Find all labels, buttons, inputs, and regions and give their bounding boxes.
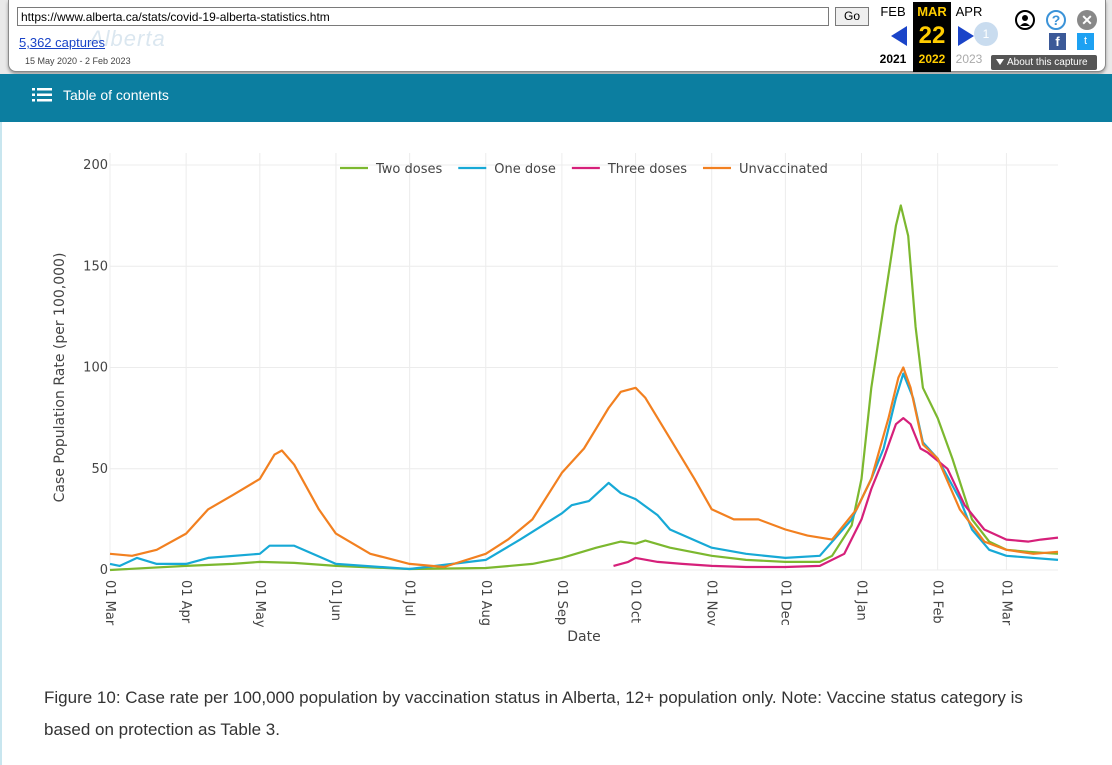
series-lines — [109, 204, 1059, 572]
x-tick-label: 01 Jan — [854, 580, 869, 621]
table-of-contents-bar: Table of contents — [0, 74, 1112, 122]
wayback-year-prev[interactable]: 2021 — [879, 52, 907, 66]
series-line-unvaccinated — [109, 366, 1059, 569]
legend-label: Two doses — [375, 162, 442, 177]
y-tick-label: 50 — [91, 462, 108, 477]
y-tick-label: 100 — [83, 361, 108, 376]
close-icon[interactable]: ✕ — [1077, 10, 1097, 30]
y-tick-label: 200 — [83, 158, 108, 173]
wayback-year-next[interactable]: 2023 — [955, 52, 983, 66]
legend-label: One dose — [494, 162, 556, 177]
x-tick-label: 01 Sep — [554, 580, 569, 625]
chart-legend: Two doses One dose Three doses Unvaccinated — [340, 162, 828, 177]
x-axis-title: Date — [567, 629, 600, 645]
legend-label: Three doses — [607, 162, 687, 177]
wayback-month-next[interactable]: APR — [955, 4, 983, 19]
x-tick-label: 01 Mar — [998, 580, 1013, 626]
x-tick-label: 01 Apr — [178, 580, 193, 624]
wayback-next-arrow-icon[interactable] — [958, 26, 974, 46]
figure-caption: Figure 10: Case rate per 100,000 populat… — [44, 688, 1023, 739]
x-tick-label: 01 Oct — [628, 580, 643, 623]
wayback-prev-arrow-icon[interactable] — [891, 26, 907, 46]
series-line-one-dose — [109, 372, 1059, 571]
wayback-sparkline-badge: 1 — [974, 22, 998, 46]
x-tick-label: 01 Nov — [704, 580, 719, 626]
grid-lines — [109, 153, 1058, 571]
user-icon[interactable] — [1015, 10, 1035, 30]
x-tick-labels: 01 Mar 01 Apr 01 May 01 Jun 01 Jul 01 Aug 01 S… — [102, 580, 1013, 628]
wayback-url-input[interactable] — [17, 7, 829, 26]
series-line-two-doses — [109, 204, 1059, 572]
y-tick-label: 150 — [83, 259, 108, 274]
about-capture-button[interactable]: About this capture — [991, 55, 1097, 70]
wayback-go-button[interactable]: Go — [835, 7, 869, 26]
wayback-watermark-logo: Alberta — [89, 26, 166, 51]
caret-down-icon — [996, 59, 1004, 65]
x-tick-label: 01 Feb — [930, 580, 945, 624]
x-tick-label: 01 Jun — [328, 580, 343, 621]
list-icon[interactable] — [32, 88, 52, 102]
x-tick-label: 01 Dec — [777, 580, 792, 626]
case-rate-chart: 0 50 100 150 200 01 Mar 01 Apr 01 May 01 Jun 01 … — [40, 140, 1080, 660]
y-tick-label: 0 — [100, 563, 108, 578]
wayback-year-current: 2022 — [918, 52, 946, 66]
y-tick-labels: 0 50 100 150 200 — [83, 158, 108, 578]
x-tick-label: 01 Jul — [402, 580, 417, 616]
x-tick-label: 01 May — [252, 580, 267, 628]
facebook-icon[interactable]: f — [1049, 33, 1066, 50]
help-icon[interactable]: ? — [1046, 10, 1066, 30]
page-left-border — [0, 122, 2, 765]
y-axis-title: Case Population Rate (per 100,000) — [52, 253, 68, 503]
legend-label: Unvaccinated — [739, 162, 828, 177]
user-icon-glyph — [1020, 15, 1030, 26]
wayback-toolbar-panel: Alberta Go 5,362 captures 15 May 2020 - … — [8, 0, 1106, 72]
twitter-icon[interactable]: t — [1077, 33, 1094, 50]
about-capture-label: About this capture — [1007, 57, 1088, 68]
x-tick-label: 01 Aug — [478, 580, 493, 626]
table-of-contents-button[interactable]: Table of contents — [63, 87, 169, 103]
wayback-month-current: MAR — [913, 2, 951, 72]
wayback-toolbar: Alberta Go 5,362 captures 15 May 2020 - … — [0, 0, 1112, 74]
series-line-three-doses — [613, 417, 1059, 569]
wayback-month-prev[interactable]: FEB — [880, 4, 906, 19]
wayback-day: 22 — [918, 22, 946, 49]
wayback-captures-link[interactable]: 5,362 captures — [19, 35, 106, 50]
wayback-date-range: 15 May 2020 - 2 Feb 2023 — [25, 56, 131, 66]
x-tick-label: 01 Mar — [102, 580, 117, 626]
